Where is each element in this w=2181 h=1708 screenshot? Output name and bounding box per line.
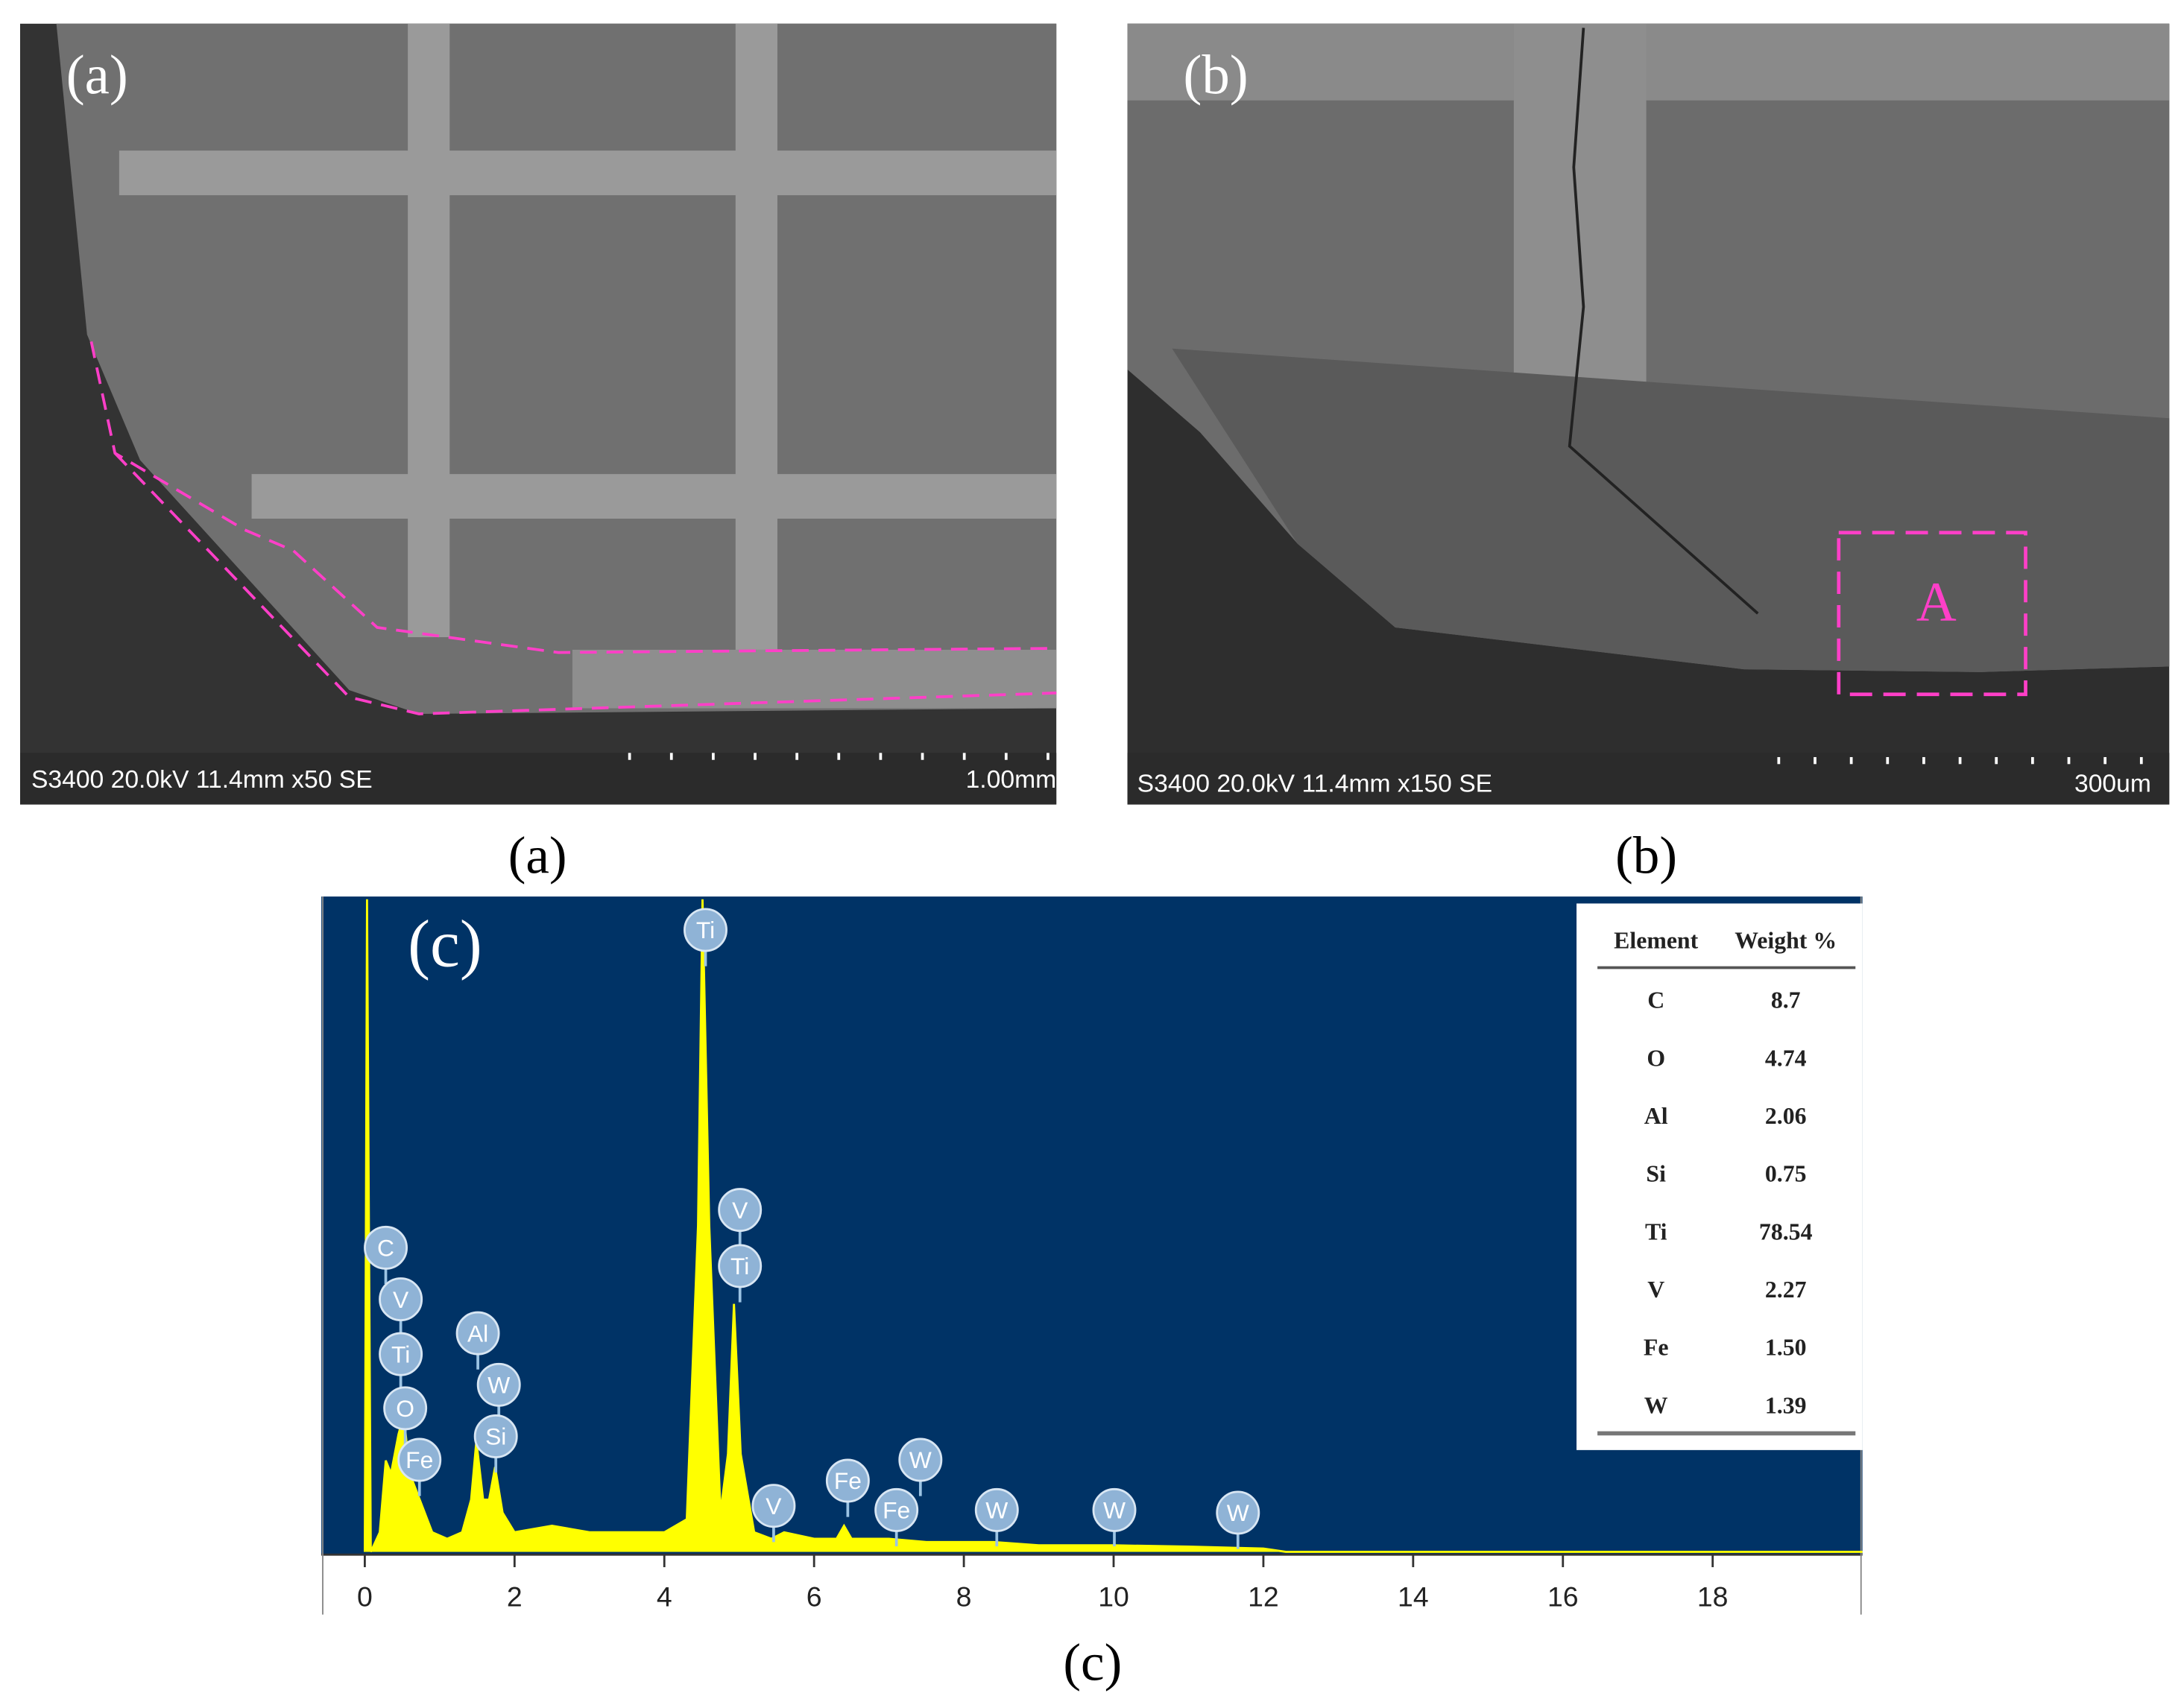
peak-label: Al	[467, 1320, 488, 1347]
panel-a: (a) S3400 20.0kV 11.4mm x50 SE 1.00mm	[19, 23, 1057, 805]
peak-marker	[379, 1277, 423, 1322]
panel-label: (a)	[66, 44, 128, 106]
x-tick-label: 2	[507, 1581, 523, 1612]
x-tick-label: 8	[956, 1581, 972, 1612]
x-tick-label: 4	[657, 1581, 672, 1612]
peak-marker	[476, 1362, 521, 1407]
peak-label: V	[766, 1493, 782, 1519]
peak-marker	[718, 1244, 763, 1288]
x-tick-label: 18	[1697, 1581, 1729, 1612]
peak-marker	[473, 1414, 518, 1458]
peak-marker	[825, 1458, 870, 1503]
sem-edge-zone	[1172, 348, 2170, 672]
peak-label: W	[1103, 1497, 1126, 1524]
peak-marker	[1216, 1490, 1260, 1535]
panel-b: A (b) S3400 20.0kV 11.4mm x150 SE 300um	[1127, 23, 2170, 805]
peak-marker	[684, 908, 727, 952]
sem-grid-band	[251, 474, 1057, 519]
peak-marker	[974, 1487, 1019, 1532]
sem-grid-band	[735, 23, 777, 707]
sem-grid-band	[408, 23, 450, 638]
peak-label: Ti	[730, 1253, 749, 1280]
x-tick-label: 16	[1547, 1581, 1579, 1612]
peak-marker	[455, 1311, 500, 1356]
region-box	[1837, 531, 2027, 697]
peak-marker	[397, 1437, 442, 1482]
table-header: Weight %	[1735, 927, 1837, 953]
table-cell: 0.75	[1765, 1161, 1807, 1187]
table-cell: 8.7	[1771, 987, 1801, 1013]
sem-scale: 300um	[2074, 771, 2151, 798]
table-cell: 78.54	[1759, 1218, 1813, 1244]
x-tick-label: 14	[1398, 1581, 1429, 1612]
panel-label: (c)	[408, 908, 482, 981]
info-bar	[19, 753, 1057, 805]
table-cell: O	[1647, 1045, 1665, 1071]
peak-label: V	[732, 1197, 748, 1224]
sem-grid-band	[1127, 23, 2170, 101]
sem-info: S3400 20.0kV 11.4mm x50 SE	[31, 766, 373, 794]
scale-dots	[628, 753, 1050, 760]
sem-plate	[56, 23, 1057, 714]
outline-dashed	[113, 452, 1057, 715]
table-cell: 1.50	[1765, 1335, 1807, 1361]
peak-label: W	[1227, 1499, 1249, 1526]
peak-label: O	[396, 1395, 414, 1422]
table-cell: Fe	[1644, 1335, 1669, 1361]
peak-label: V	[393, 1286, 409, 1313]
peak-label: Fe	[405, 1446, 433, 1473]
sem-edge-zone	[572, 649, 1057, 709]
table-cell: 4.74	[1765, 1045, 1807, 1071]
peak-marker	[751, 1484, 796, 1528]
peak-marker	[379, 1332, 423, 1376]
peak-label: Fe	[883, 1497, 910, 1524]
table-cell: Si	[1646, 1161, 1666, 1187]
panel-caption: (a)	[508, 826, 567, 885]
x-tick-label: 10	[1098, 1581, 1129, 1612]
sem-scale: 1.00mm	[966, 766, 1057, 794]
table-cell: V	[1647, 1277, 1664, 1303]
panel-caption: (c)	[1063, 1634, 1122, 1692]
peak-label: Fe	[834, 1467, 862, 1494]
table-cell: 2.06	[1765, 1103, 1807, 1129]
peak-marker	[383, 1386, 428, 1431]
panel-caption: (b)	[1615, 826, 1677, 885]
peak-marker	[898, 1437, 943, 1482]
peak-marker	[1092, 1487, 1137, 1532]
table-cell: C	[1647, 987, 1664, 1013]
peak-label: Ti	[696, 917, 715, 943]
peak-marker	[874, 1487, 919, 1532]
table-cell: 2.27	[1765, 1277, 1807, 1303]
region-label: A	[1916, 572, 1957, 633]
peak-label: W	[909, 1446, 932, 1473]
peak-marker	[718, 1188, 763, 1233]
table-cell: Ti	[1645, 1218, 1667, 1244]
peak-marker	[364, 1225, 408, 1270]
peak-label: W	[985, 1497, 1008, 1524]
x-tick-label: 12	[1248, 1581, 1279, 1612]
sem-info: S3400 20.0kV 11.4mm x150 SE	[1137, 771, 1492, 798]
peak-label: Si	[485, 1423, 506, 1450]
table-header: Element	[1614, 927, 1698, 953]
sem-grid-band	[119, 151, 1057, 195]
table-cell: 1.39	[1765, 1392, 1807, 1418]
table-background	[1576, 903, 1863, 1450]
table-cell: Al	[1644, 1103, 1668, 1129]
spectrum-panel: (c) 0 2 4 6 8 10 12 14 16 18CVTiOFeAlWSiTiVTiVFeF…	[321, 896, 1863, 1615]
x-tick-label: 6	[807, 1581, 822, 1612]
peak-label: W	[487, 1372, 510, 1399]
x-tick-label: 0	[357, 1581, 373, 1612]
sem-crack	[1568, 28, 1759, 615]
panel-label: (b)	[1183, 44, 1248, 106]
table-cell: W	[1644, 1392, 1668, 1418]
peak-label: C	[377, 1235, 394, 1262]
scale-dots	[1777, 756, 2143, 765]
outline-dashed	[89, 341, 1057, 654]
peak-label: Ti	[391, 1341, 410, 1367]
